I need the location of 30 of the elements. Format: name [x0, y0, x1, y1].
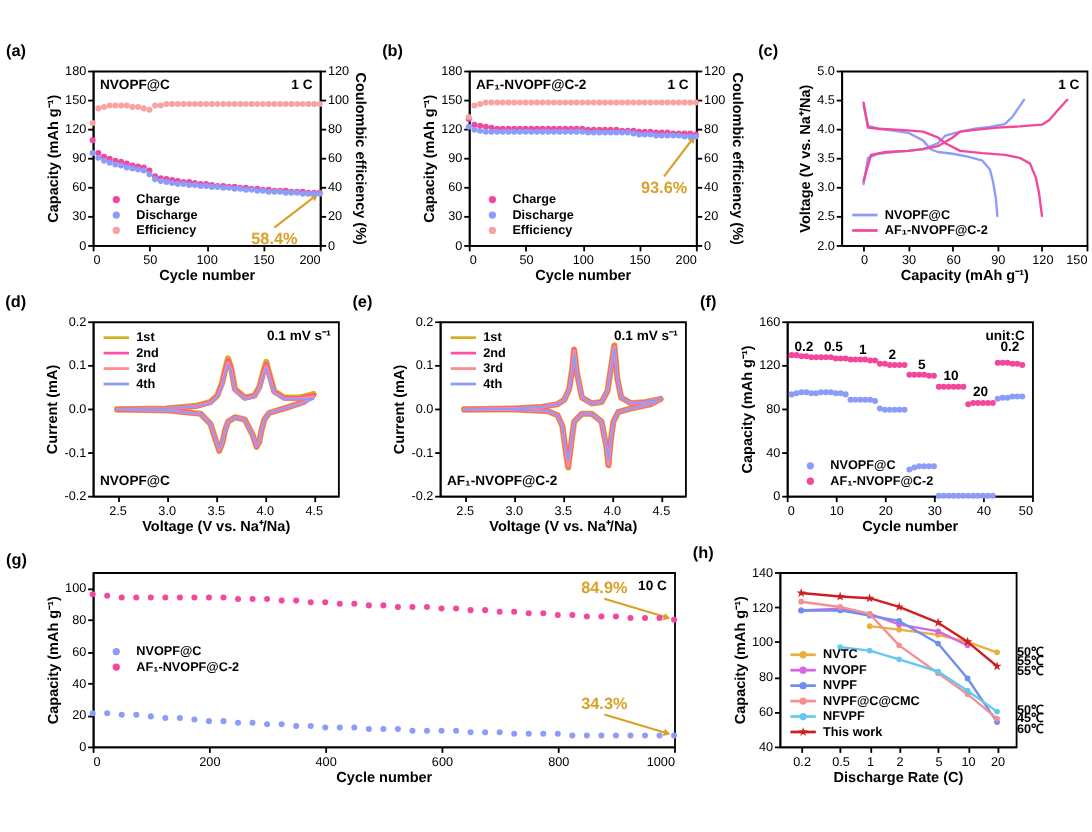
- annotation: 34.3%: [581, 695, 629, 714]
- chart-title: (h): [692, 543, 715, 562]
- y2-axis-title: Coulombic efficiency (%): [352, 72, 371, 247]
- y-axis-title: Capacity (mAh g⁻¹): [43, 93, 62, 223]
- chart-title: (f): [700, 292, 717, 311]
- chart-title: (b): [382, 42, 404, 61]
- x-axis-title: Capacity (mAh g⁻¹): [900, 266, 1030, 285]
- chart-title: (d): [5, 292, 27, 311]
- y-axis-title: Voltage (V vs. Na⁺/Na): [795, 83, 814, 233]
- x-axis-title: Cycle number: [159, 266, 256, 285]
- annotation: 84.9%: [581, 579, 629, 598]
- chart-title: (c): [758, 42, 779, 61]
- x-axis-title: Voltage (V vs. Na⁺/Na): [489, 517, 639, 536]
- y-axis-title: Current (mA): [43, 363, 62, 455]
- chart-title: (e): [352, 292, 373, 311]
- y-axis-title: Current (mA): [390, 363, 409, 455]
- x-axis-title: Cycle number: [535, 266, 632, 285]
- y-axis-title: Capacity (mAh g⁻¹): [419, 93, 438, 223]
- annotation: 93.6%: [640, 178, 689, 197]
- y-axis-title: Capacity (mAh g⁻¹): [43, 595, 62, 725]
- x-axis-title: Discharge Rate (C): [833, 767, 965, 786]
- chart-title: (a): [6, 42, 27, 61]
- x-axis-title: Cycle number: [862, 517, 959, 536]
- y-axis-title: Capacity (mAh g⁻¹): [737, 344, 756, 474]
- y-axis-title: Capacity (mAh g⁻¹): [730, 595, 749, 725]
- chart-title: (g): [6, 550, 28, 569]
- y2-axis-title: Coulombic efficiency (%): [728, 72, 747, 247]
- x-axis-title: Voltage (V vs. Na⁺/Na): [142, 517, 292, 536]
- x-axis-title: Cycle number: [336, 767, 433, 786]
- annotation: 58.4%: [251, 229, 299, 248]
